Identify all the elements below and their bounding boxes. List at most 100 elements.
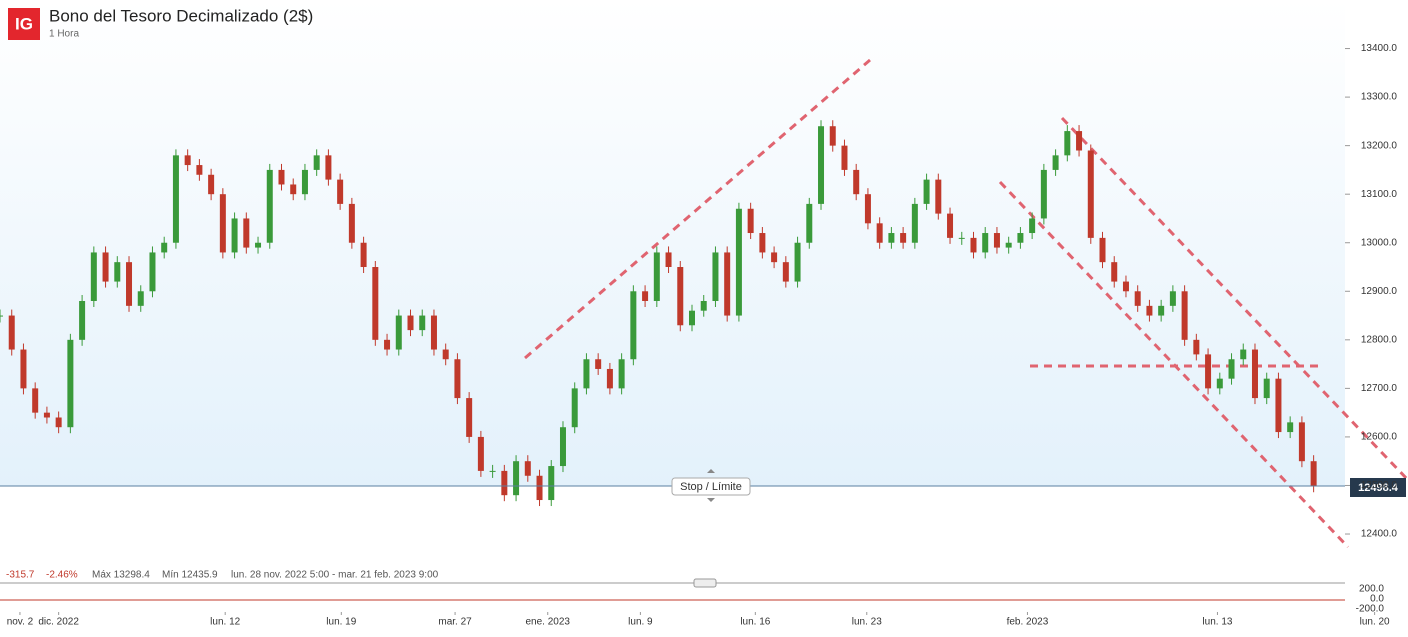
price-badge-label: 12498.4 [1358, 482, 1399, 494]
candle-body [67, 339, 74, 428]
candle-body [1122, 281, 1129, 292]
candle-body [747, 208, 754, 234]
candle-body [1216, 378, 1223, 389]
candle-body [466, 398, 473, 437]
candle-body [1017, 233, 1024, 243]
candle-body [524, 461, 531, 476]
candle-body [477, 436, 484, 471]
candle-body [1263, 378, 1270, 399]
max: Máx 13298.4 [92, 570, 150, 581]
x-tick-label: lun. 9 [628, 617, 653, 628]
indicator-tick: 0.0 [1370, 594, 1384, 605]
candle-body [864, 194, 871, 224]
candle-body [583, 359, 590, 389]
subtitle: 1 Hora [49, 29, 79, 40]
y-tick-label: 13200.0 [1361, 140, 1398, 151]
stop-limit-button[interactable] [671, 477, 751, 496]
candle-body [384, 339, 391, 350]
y-tick-label: 13100.0 [1361, 189, 1398, 200]
candle-body [1298, 422, 1305, 462]
candle-body [1099, 237, 1106, 263]
button-arrows [707, 469, 715, 502]
candle-body [372, 267, 379, 340]
candle-body [571, 388, 578, 428]
candle-body [1169, 291, 1176, 306]
x-tick-label: lun. 13 [1202, 617, 1232, 628]
candle-body [559, 427, 566, 467]
candle-body [407, 315, 414, 331]
candle-body [1052, 155, 1059, 170]
candle-body [782, 262, 789, 282]
candle-body [841, 145, 848, 170]
candle-body [1087, 150, 1094, 238]
candle-body [149, 252, 156, 292]
candle-body [653, 252, 660, 301]
change: -315.7 [6, 570, 35, 581]
candle-body [290, 184, 297, 195]
candle-body [348, 203, 355, 243]
candle-body [454, 359, 461, 399]
candle-body [1146, 305, 1153, 316]
y-tick-label: 12500.0 [1361, 480, 1398, 491]
x-tick-label: nov. 2 [7, 617, 34, 628]
candle-body [184, 155, 191, 166]
price-badge [1350, 478, 1406, 497]
candle-body [853, 169, 860, 195]
candle-body [1251, 349, 1258, 399]
y-tick-label: 12400.0 [1361, 529, 1398, 540]
candle-body [1275, 378, 1282, 433]
candle-body [1158, 305, 1165, 316]
candle-body [1181, 291, 1188, 340]
candle-body [313, 155, 320, 170]
candle-body [102, 252, 109, 282]
candle-body [1240, 349, 1247, 360]
candle-body [0, 315, 3, 317]
candle-body [325, 155, 332, 180]
candle-body [642, 291, 649, 301]
candle-body [1040, 169, 1047, 219]
candle-body [1111, 262, 1118, 282]
candle-body [1064, 131, 1071, 156]
candle-body [266, 169, 273, 243]
candle-body [419, 315, 426, 331]
candle-body [90, 252, 97, 301]
candle-body [489, 470, 496, 472]
candle-body [935, 179, 942, 214]
candle-body [8, 315, 15, 350]
candle-body [665, 252, 672, 268]
x-tick-label: lun. 16 [740, 617, 770, 628]
candle-body [829, 126, 836, 146]
range: lun. 28 nov. 2022 5:00 - mar. 21 feb. 20… [231, 570, 439, 581]
candle-body [1076, 131, 1083, 151]
resize-handle[interactable] [693, 578, 717, 588]
stop-limit-label[interactable]: Stop / Límite [680, 481, 742, 493]
candle-body [114, 262, 121, 282]
candle-body [20, 349, 27, 389]
candle-body [771, 252, 778, 263]
candle-body [806, 203, 813, 243]
candle-body [548, 466, 555, 501]
candle-body [993, 233, 1000, 248]
x-tick-label: lun. 19 [326, 617, 356, 628]
candle-body [712, 252, 719, 301]
candle-body [172, 155, 179, 243]
candle-body [923, 179, 930, 204]
candle-body [301, 169, 308, 195]
candle-body [255, 242, 262, 248]
candle-body [43, 412, 50, 418]
y-tick-label: 12900.0 [1361, 286, 1398, 297]
candle-body [888, 233, 895, 243]
candle-body [126, 262, 133, 306]
indicator-tick: -200.0 [1356, 604, 1385, 615]
x-tick-label: lun. 12 [210, 617, 240, 628]
candle-body [724, 252, 731, 316]
candle-body [1205, 354, 1212, 389]
change-pct: -2.46% [46, 570, 78, 581]
candles [0, 120, 1317, 507]
candle-body [958, 237, 965, 239]
x-tick-label: dic. 2022 [38, 617, 79, 628]
candle-body [911, 203, 918, 243]
candle-body [337, 179, 344, 204]
candle-body [79, 300, 86, 340]
